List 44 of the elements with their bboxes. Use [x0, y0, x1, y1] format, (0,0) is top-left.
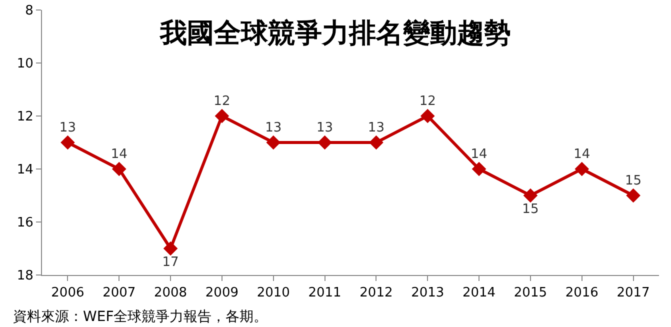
y-tick-label: 16: [16, 216, 34, 231]
x-tick-label: 2012: [360, 286, 393, 301]
x-tick-label: 2010: [256, 286, 290, 301]
point: [369, 135, 384, 150]
data-label: 13: [368, 120, 384, 136]
data-label: 13: [316, 120, 334, 136]
x-tick-label: 2017: [616, 286, 650, 301]
data-label: 13: [265, 120, 282, 136]
data-label: 14: [470, 146, 488, 162]
x-tick-label: 2013: [411, 286, 444, 301]
y-tick-label: 18: [16, 268, 34, 284]
point: [214, 108, 230, 124]
data-label: 12: [214, 94, 230, 109]
x-tick-label: 2011: [308, 286, 342, 301]
source-note: 資料來源：WEF全球競爭力報告，各期。: [13, 309, 268, 325]
chart-title: 我國全球競爭力排名變動趨勢: [159, 18, 511, 50]
x-tick-label: 2015: [514, 286, 548, 301]
data-label: 15: [522, 202, 539, 218]
point: [60, 135, 75, 150]
x-tick-label: 2007: [102, 286, 136, 301]
y-tick-label: 12: [16, 110, 34, 125]
y-tick-label: 14: [16, 162, 34, 178]
x-tick-label: 2008: [154, 286, 188, 301]
data-label: 15: [625, 173, 642, 188]
point: [420, 108, 435, 124]
data-label: 14: [110, 146, 128, 162]
x-tick-label: 2014: [462, 286, 496, 301]
point: [112, 162, 126, 176]
data-label: 17: [162, 255, 179, 270]
data-label: 13: [59, 120, 76, 136]
data-label: 12: [419, 94, 436, 109]
x-tick-label: 2016: [565, 286, 598, 301]
point: [163, 241, 178, 256]
point: [472, 162, 486, 176]
y-tick-label: 8: [25, 4, 34, 19]
point: [626, 188, 640, 203]
point: [266, 135, 281, 150]
data-label: 14: [574, 146, 590, 162]
y-tick-label: 10: [16, 56, 34, 72]
point: [318, 135, 332, 150]
point: [574, 162, 590, 176]
point: [523, 188, 538, 203]
x-tick-label: 2006: [51, 286, 84, 301]
x-tick-label: 2009: [205, 286, 239, 301]
